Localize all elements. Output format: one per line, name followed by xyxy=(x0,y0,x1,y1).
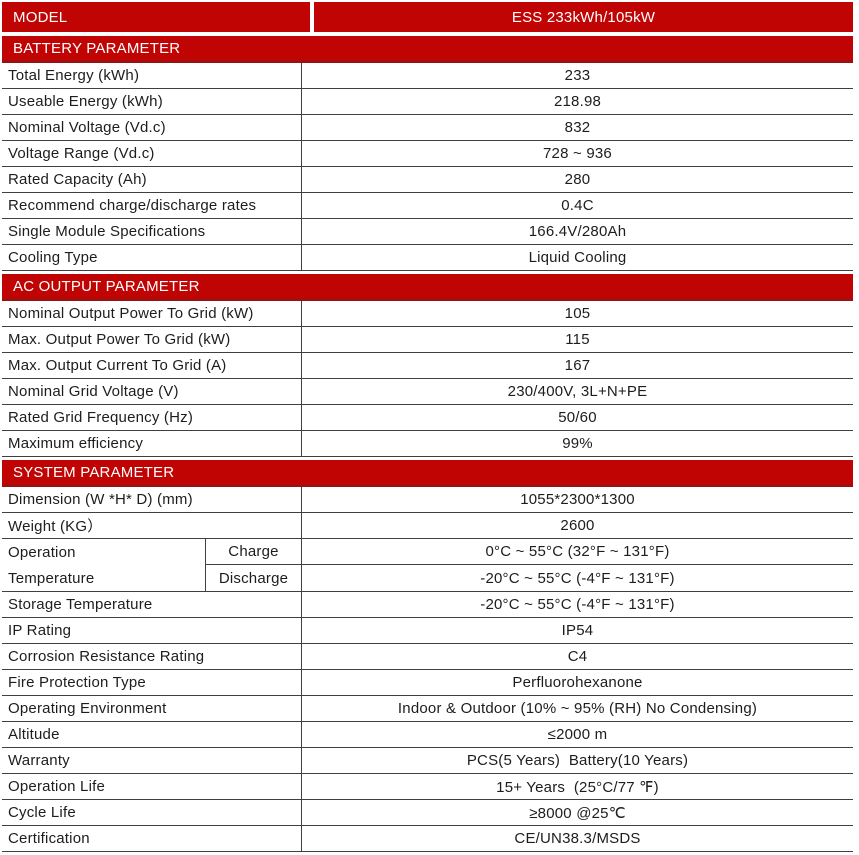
spec-label: Dimension (W *H* D) (mm) xyxy=(2,487,302,512)
spec-value: 2600 xyxy=(560,517,595,534)
spec-label: Total Energy (kWh) xyxy=(2,63,302,88)
charge-value: 0°C ~ 55°C (32°F ~ 131°F) xyxy=(485,543,670,560)
spec-value: 233 xyxy=(564,67,591,84)
model-label: MODEL xyxy=(2,2,310,32)
operation-temperature-subrows: Charge 0°C ~ 55°C (32°F ~ 131°F) Dischar… xyxy=(206,539,853,591)
spec-row: Cooling Type Liquid Cooling xyxy=(2,245,853,271)
spec-value: ≥8000 @25℃ xyxy=(529,804,626,822)
spec-label: Certification xyxy=(2,826,302,851)
spec-value: Liquid Cooling xyxy=(528,249,627,266)
spec-value: 1055*2300*1300 xyxy=(520,491,635,508)
spec-row: Warranty PCS(5 Years) Battery(10 Years) xyxy=(2,748,853,774)
spec-row: Operation Life 15+ Years (25°C/77 ℉) xyxy=(2,774,853,800)
model-header-row: MODEL ESS 233kWh/105kW xyxy=(2,2,853,32)
spec-row: Max. Output Current To Grid (A) 167 xyxy=(2,353,853,379)
charge-label: Charge xyxy=(206,539,302,564)
section-header-system: SYSTEM PARAMETER xyxy=(2,460,853,487)
spec-value: 15+ Years (25°C/77 ℉) xyxy=(496,778,659,796)
spec-row: Voltage Range (Vd.c) 728 ~ 936 xyxy=(2,141,853,167)
spec-label: Weight (KG） xyxy=(2,513,302,538)
discharge-value: -20°C ~ 55°C (-4°F ~ 131°F) xyxy=(480,569,675,587)
spec-value: CE/UN38.3/MSDS xyxy=(514,830,641,847)
spec-value: 166.4V/280Ah xyxy=(528,223,627,240)
spec-value: PCS(5 Years) Battery(10 Years) xyxy=(466,752,689,769)
spec-row: Total Energy (kWh) 233 xyxy=(2,63,853,89)
spec-row: Single Module Specifications 166.4V/280A… xyxy=(2,219,853,245)
spec-label: Single Module Specifications xyxy=(2,219,302,244)
spec-value: IP54 xyxy=(561,622,594,639)
charge-subrow: Charge 0°C ~ 55°C (32°F ~ 131°F) xyxy=(206,539,853,565)
spec-label: Operating Environment xyxy=(2,696,302,721)
spec-row: Nominal Voltage (Vd.c) 832 xyxy=(2,115,853,141)
spec-label: Nominal Grid Voltage (V) xyxy=(2,379,302,404)
spec-label: Warranty xyxy=(2,748,302,773)
spec-label: Voltage Range (Vd.c) xyxy=(2,141,302,166)
spec-value: 0.4C xyxy=(561,197,594,214)
spec-row: Dimension (W *H* D) (mm) 1055*2300*1300 xyxy=(2,487,853,513)
spec-row: Fire Protection Type Perfluorohexanone xyxy=(2,670,853,696)
spec-row: Storage Temperature -20°C ~ 55°C (-4°F ~… xyxy=(2,592,853,618)
spec-label: Nominal Output Power To Grid (kW) xyxy=(2,301,302,326)
spec-row: Corrosion Resistance Rating C4 xyxy=(2,644,853,670)
spec-value: Indoor & Outdoor (10% ~ 95% (RH) No Cond… xyxy=(397,700,758,717)
operation-temperature-group: Operation Temperature Charge 0°C ~ 55°C … xyxy=(2,539,853,592)
spec-row: Rated Grid Frequency (Hz) 50/60 xyxy=(2,405,853,431)
spec-label: Cooling Type xyxy=(2,245,302,270)
spec-value: C4 xyxy=(567,648,588,665)
model-value: ESS 233kWh/105kW xyxy=(314,2,853,32)
spec-label: Operation Life xyxy=(2,774,302,799)
spec-value: 728 ~ 936 xyxy=(543,145,612,162)
spec-value: -20°C ~ 55°C (-4°F ~ 131°F) xyxy=(480,596,675,613)
spec-value: 280 xyxy=(564,171,591,188)
spec-value: 105 xyxy=(564,305,591,322)
spec-label: Max. Output Current To Grid (A) xyxy=(2,353,302,378)
operation-temperature-label-line2: Temperature xyxy=(8,569,95,587)
spec-label: Storage Temperature xyxy=(2,592,302,617)
spec-label: Cycle Life xyxy=(2,800,302,825)
spec-value: 115 xyxy=(565,331,590,348)
spec-row: Operating Environment Indoor & Outdoor (… xyxy=(2,696,853,722)
spec-label: Max. Output Power To Grid (kW) xyxy=(2,327,302,352)
spec-label: Fire Protection Type xyxy=(2,670,302,695)
spec-label: Recommend charge/discharge rates xyxy=(2,193,302,218)
spec-label: Nominal Voltage (Vd.c) xyxy=(2,115,302,140)
discharge-label: Discharge xyxy=(206,565,302,591)
spec-label: Altitude xyxy=(2,722,302,747)
spec-label: Useable Energy (kWh) xyxy=(2,89,302,114)
spec-value: Perfluorohexanone xyxy=(512,674,643,691)
spec-label: Corrosion Resistance Rating xyxy=(2,644,302,669)
spec-label: Rated Grid Frequency (Hz) xyxy=(2,405,302,430)
section-header-ac-output: AC OUTPUT PARAMETER xyxy=(2,274,853,301)
spec-label: IP Rating xyxy=(2,618,302,643)
spec-row: Max. Output Power To Grid (kW) 115 xyxy=(2,327,853,353)
spec-row: Useable Energy (kWh) 218.98 xyxy=(2,89,853,115)
spec-value: 230/400V, 3L+N+PE xyxy=(507,383,648,400)
spec-row: Maximum efficiency 99% xyxy=(2,431,853,457)
spec-value: 99% xyxy=(562,435,593,452)
spec-value: 50/60 xyxy=(558,409,597,426)
spec-row: Recommend charge/discharge rates 0.4C xyxy=(2,193,853,219)
spec-label: Rated Capacity (Ah) xyxy=(2,167,302,192)
spec-label: Maximum efficiency xyxy=(2,431,302,456)
spec-row: Altitude ≤2000 m xyxy=(2,722,853,748)
operation-temperature-label: Operation Temperature xyxy=(2,539,206,591)
spec-row: Nominal Grid Voltage (V) 230/400V, 3L+N+… xyxy=(2,379,853,405)
spec-row: IP Rating IP54 xyxy=(2,618,853,644)
spec-row: Rated Capacity (Ah) 280 xyxy=(2,167,853,193)
operation-temperature-label-line1: Operation xyxy=(8,543,76,561)
spec-value: ≤2000 m xyxy=(547,726,608,743)
discharge-subrow: Discharge -20°C ~ 55°C (-4°F ~ 131°F) xyxy=(206,565,853,591)
section-header-battery: BATTERY PARAMETER xyxy=(2,36,853,63)
spec-row: Certification CE/UN38.3/MSDS xyxy=(2,826,853,852)
spec-value: 218.98 xyxy=(553,93,602,110)
spec-row: Cycle Life ≥8000 @25℃ xyxy=(2,800,853,826)
spec-value: 832 xyxy=(564,119,591,136)
spec-row: Nominal Output Power To Grid (kW) 105 xyxy=(2,301,853,327)
spec-row: Weight (KG） 2600 xyxy=(2,513,853,539)
spec-value: 167 xyxy=(564,357,591,374)
